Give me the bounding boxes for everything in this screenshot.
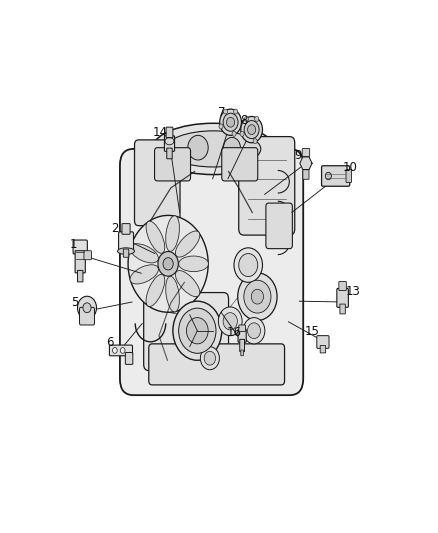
FancyBboxPatch shape (78, 270, 83, 282)
Text: 2: 2 (111, 222, 119, 235)
Circle shape (179, 308, 216, 353)
FancyBboxPatch shape (266, 203, 293, 248)
Ellipse shape (179, 256, 208, 272)
Ellipse shape (166, 216, 180, 252)
Text: 9: 9 (295, 149, 302, 161)
Circle shape (163, 257, 173, 270)
Text: 5: 5 (71, 296, 78, 309)
FancyBboxPatch shape (222, 148, 258, 181)
FancyBboxPatch shape (240, 340, 244, 352)
FancyBboxPatch shape (84, 251, 92, 260)
FancyBboxPatch shape (80, 308, 95, 325)
FancyBboxPatch shape (75, 251, 85, 273)
FancyBboxPatch shape (317, 336, 329, 349)
Circle shape (247, 125, 256, 134)
FancyBboxPatch shape (241, 350, 244, 356)
Circle shape (234, 248, 262, 282)
Circle shape (240, 131, 244, 136)
Circle shape (244, 117, 249, 122)
FancyBboxPatch shape (124, 249, 129, 257)
Text: 8: 8 (240, 114, 248, 127)
Ellipse shape (176, 271, 200, 297)
Circle shape (254, 117, 259, 122)
FancyBboxPatch shape (119, 232, 134, 252)
Circle shape (244, 120, 259, 139)
Circle shape (78, 296, 96, 319)
Circle shape (113, 348, 117, 353)
FancyBboxPatch shape (340, 304, 345, 314)
Circle shape (200, 347, 219, 370)
FancyBboxPatch shape (167, 148, 172, 159)
FancyBboxPatch shape (302, 149, 310, 157)
FancyBboxPatch shape (149, 344, 285, 385)
Circle shape (253, 139, 257, 144)
FancyBboxPatch shape (155, 148, 191, 181)
Circle shape (223, 313, 237, 330)
Circle shape (219, 124, 223, 129)
Circle shape (232, 131, 236, 136)
FancyBboxPatch shape (120, 149, 303, 395)
Polygon shape (300, 157, 312, 169)
FancyBboxPatch shape (144, 293, 229, 370)
Text: 7: 7 (218, 106, 226, 119)
Circle shape (243, 318, 265, 344)
Text: 10: 10 (343, 161, 357, 174)
Circle shape (128, 215, 208, 312)
Circle shape (223, 109, 227, 114)
Circle shape (223, 113, 238, 131)
Circle shape (238, 273, 277, 320)
FancyBboxPatch shape (122, 224, 130, 235)
Circle shape (158, 252, 178, 276)
Circle shape (187, 318, 208, 344)
Circle shape (188, 135, 208, 160)
Circle shape (219, 307, 242, 336)
FancyBboxPatch shape (166, 127, 173, 138)
Ellipse shape (130, 265, 159, 284)
FancyBboxPatch shape (238, 329, 246, 342)
Text: 1: 1 (70, 238, 77, 251)
Circle shape (233, 109, 238, 114)
Ellipse shape (176, 231, 200, 257)
FancyBboxPatch shape (125, 352, 133, 365)
Circle shape (226, 117, 235, 127)
FancyBboxPatch shape (110, 345, 132, 356)
Circle shape (204, 351, 215, 365)
Circle shape (325, 172, 332, 180)
Circle shape (251, 289, 264, 304)
Ellipse shape (117, 248, 134, 254)
Text: 16: 16 (227, 326, 242, 340)
FancyBboxPatch shape (239, 136, 295, 235)
Circle shape (220, 109, 241, 135)
Text: 14: 14 (153, 126, 168, 140)
Circle shape (83, 303, 91, 313)
Circle shape (120, 348, 125, 353)
FancyBboxPatch shape (73, 240, 87, 254)
FancyBboxPatch shape (164, 136, 175, 151)
Circle shape (223, 138, 240, 158)
Circle shape (173, 301, 222, 360)
FancyBboxPatch shape (346, 169, 351, 183)
Circle shape (247, 323, 261, 338)
FancyBboxPatch shape (320, 345, 325, 353)
FancyBboxPatch shape (134, 140, 180, 225)
FancyBboxPatch shape (337, 288, 348, 308)
Circle shape (241, 117, 262, 143)
FancyBboxPatch shape (321, 166, 350, 186)
FancyBboxPatch shape (339, 281, 346, 290)
Ellipse shape (146, 221, 165, 253)
Text: 6: 6 (106, 336, 113, 349)
Text: 13: 13 (345, 285, 360, 298)
Ellipse shape (166, 276, 180, 312)
Circle shape (239, 254, 258, 277)
Circle shape (244, 280, 271, 313)
FancyBboxPatch shape (303, 169, 309, 179)
Ellipse shape (152, 123, 274, 175)
Ellipse shape (166, 131, 261, 167)
Ellipse shape (146, 274, 165, 306)
Text: 15: 15 (304, 325, 319, 338)
FancyBboxPatch shape (239, 325, 246, 332)
Ellipse shape (130, 244, 159, 263)
